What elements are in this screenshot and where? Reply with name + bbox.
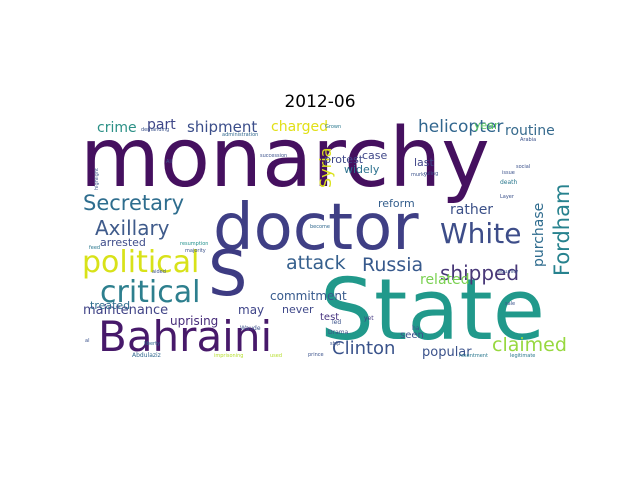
cloud-word: may (238, 303, 265, 317)
cloud-word: liberty (144, 341, 161, 347)
cloud-word: year (474, 119, 499, 132)
cloud-word: purchase (531, 202, 547, 268)
cloud-word: Ali (166, 159, 173, 165)
cloud-word: rather (450, 202, 494, 218)
cloud-word: led (332, 319, 342, 326)
cloud-word: Layer (500, 194, 514, 200)
cloud-word: murky (411, 172, 427, 178)
cloud-word: Secretary (83, 191, 185, 215)
cloud-word: shipment (187, 118, 258, 136)
cloud-word: reform (378, 197, 415, 210)
cloud-word: equality (498, 269, 519, 275)
cloud-word: used (270, 353, 283, 359)
cloud-word: feed (89, 245, 101, 251)
cloud-word: part (147, 117, 176, 133)
cloud-word: case (362, 149, 388, 162)
cloud-word: protest (324, 153, 364, 166)
cloud-word: Russia (362, 254, 424, 276)
cloud-word: White (440, 217, 522, 250)
cloud-word: aided (152, 269, 166, 275)
cloud-word: Abdulaziz (132, 352, 161, 359)
cloud-word: ha (412, 325, 420, 332)
cloud-word: arrested (100, 236, 146, 249)
cloud-word: prince (308, 352, 324, 358)
cloud-word: claimed (492, 334, 567, 356)
cloud-word: test (320, 312, 340, 323)
cloud-word: Waude (240, 325, 261, 332)
cloud-word: death (500, 179, 518, 186)
cloud-word: related (420, 272, 470, 288)
cloud-word: become (310, 224, 331, 230)
cloud-word: attack (286, 252, 346, 274)
cloud-word: never (282, 303, 314, 316)
cloud-word: sale (505, 301, 516, 307)
cloud-word: social (516, 164, 531, 170)
cloud-word: administration (222, 132, 259, 138)
cloud-word: Clinton (332, 338, 396, 359)
cloud-word: al (85, 338, 90, 344)
cloud-word: political (82, 245, 200, 280)
cloud-word: issue (502, 170, 515, 176)
cloud-word: succession (260, 153, 288, 159)
cloud-word: seen (400, 330, 424, 341)
cloud-word: resentment (459, 353, 488, 359)
cloud-word: resumption (180, 241, 209, 247)
cloud-word: demanding (141, 127, 170, 133)
cloud-word: Drama (328, 329, 349, 336)
cloud-word: uprising (170, 314, 219, 328)
cloud-word: popular (422, 345, 472, 360)
cloud-word: ruling (424, 171, 439, 177)
cloud-word: monarchy (80, 111, 490, 206)
cloud-word: legitimate (510, 353, 536, 359)
cloud-word: routine (505, 123, 555, 139)
cloud-word: yet (364, 315, 374, 322)
cloud-word: commitment (270, 289, 347, 303)
cloud-word: treated (90, 299, 131, 312)
cloud-word: Axillary (95, 216, 170, 240)
cloud-word: ship (330, 341, 341, 347)
cloud-word: charged (271, 119, 329, 135)
cloud-word: Bahraini (98, 312, 273, 361)
chart-title: 2012-06 (284, 92, 356, 112)
cloud-word: Arabia (520, 137, 537, 143)
cloud-word: Grown (325, 124, 342, 130)
cloud-word: S (208, 237, 248, 310)
word-cloud: monarchy State doctor S Bahraini political cri… (80, 118, 576, 366)
cloud-word: last (414, 156, 434, 169)
cloud-word: shipped (440, 261, 520, 285)
cloud-word: doctor (213, 191, 419, 265)
cloud-word: State (320, 261, 545, 360)
cloud-word: Fordham (550, 183, 574, 277)
cloud-word: critical (100, 275, 201, 310)
cloud-word: crime (97, 120, 137, 136)
cloud-word: majority (185, 248, 206, 254)
cloud-word: helicopter (418, 117, 504, 137)
cloud-word: highlight (94, 168, 100, 190)
cloud-word: imprisoning (214, 353, 244, 359)
cloud-word: widely (344, 163, 380, 176)
cloud-word: maintenance (83, 303, 169, 318)
